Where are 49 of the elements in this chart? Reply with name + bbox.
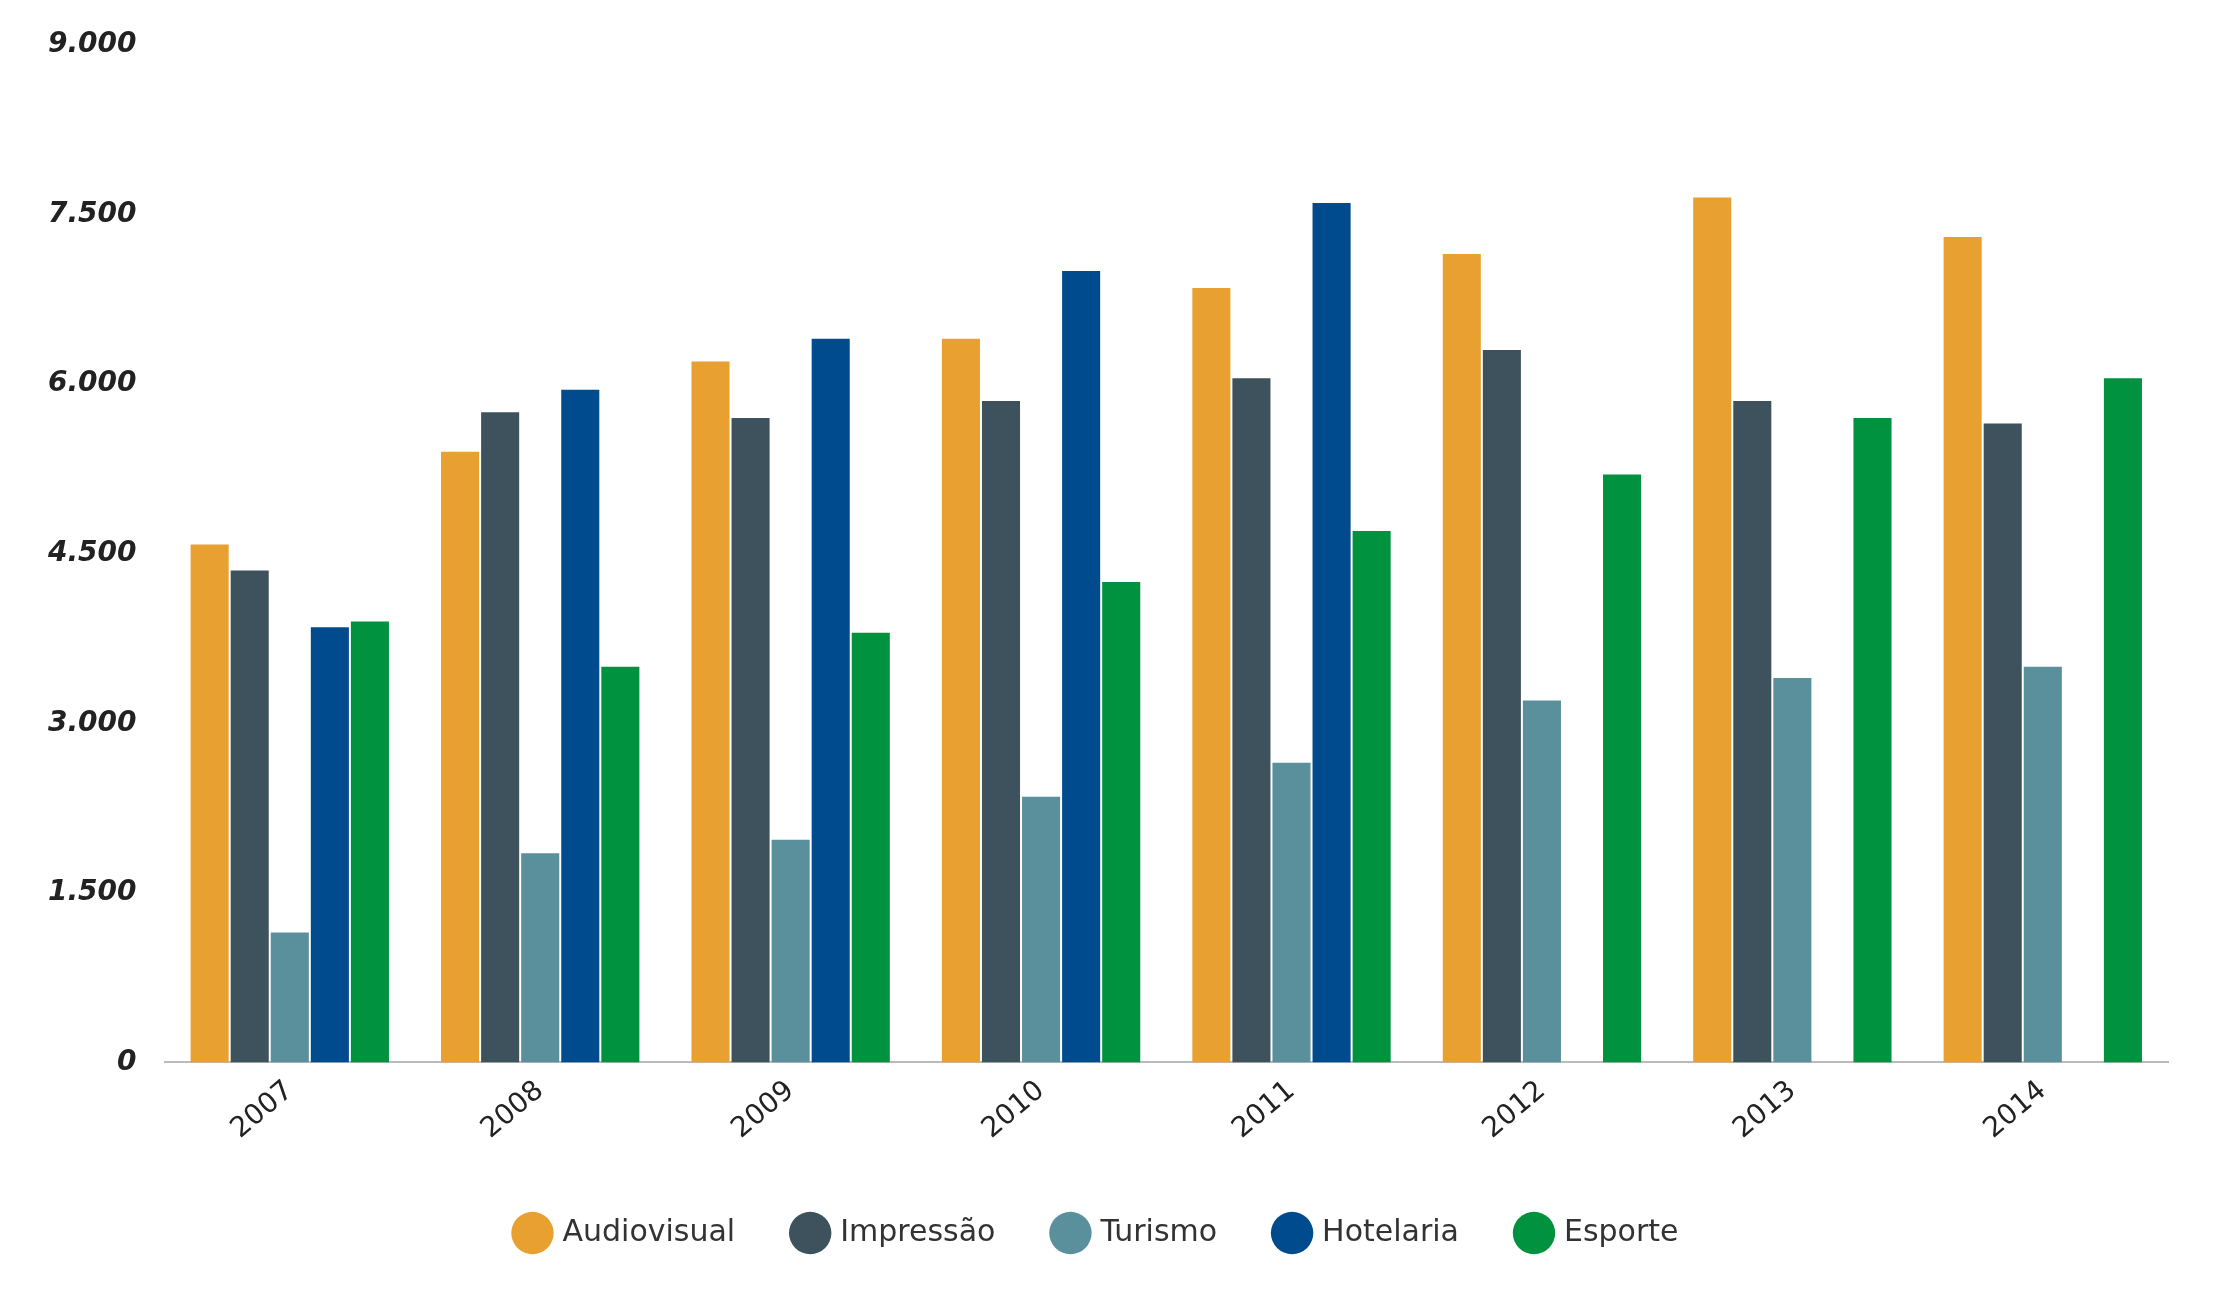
legend-label: Esporte	[1564, 1212, 1679, 1248]
legend-label: Impressão	[840, 1212, 996, 1248]
bar	[1352, 531, 1391, 1063]
bar	[1272, 762, 1311, 1063]
bar	[1693, 197, 1732, 1063]
bar	[2023, 666, 2062, 1063]
y-tick-label: 0	[117, 1043, 137, 1077]
y-tick-label: 4.500	[46, 534, 137, 568]
bar	[1733, 400, 1772, 1063]
bar	[481, 412, 520, 1063]
legend-label: Hotelaria	[1322, 1212, 1459, 1248]
y-tick-label: 7.500	[47, 195, 137, 229]
bar	[1022, 796, 1061, 1063]
legend-label: Audiovisual	[562, 1212, 736, 1248]
bar	[1603, 474, 1642, 1063]
bar	[811, 338, 850, 1063]
y-tick-label: 3.000	[47, 704, 137, 738]
bar	[1192, 287, 1231, 1063]
bar	[561, 389, 600, 1063]
bar	[310, 627, 349, 1063]
bar	[270, 932, 309, 1063]
bar	[230, 570, 269, 1063]
bar	[1983, 423, 2022, 1063]
bar	[851, 632, 890, 1063]
bar	[731, 417, 770, 1063]
bar	[771, 839, 810, 1063]
bar	[1482, 350, 1521, 1063]
bar	[1442, 253, 1481, 1063]
bar	[691, 361, 730, 1063]
bar	[1232, 378, 1271, 1063]
bar	[1943, 237, 1982, 1063]
bar	[1773, 678, 1812, 1063]
bar	[1312, 203, 1351, 1063]
y-tick-label: 9.000	[47, 26, 137, 60]
bar	[941, 338, 980, 1063]
legend-label: Turismo	[1099, 1212, 1218, 1248]
bar	[1062, 270, 1101, 1063]
bar	[441, 451, 480, 1063]
bar	[2103, 378, 2142, 1063]
bar	[190, 544, 229, 1063]
bar	[350, 621, 389, 1063]
bar	[1853, 417, 1892, 1063]
y-tick-label: 1.500	[47, 874, 137, 908]
y-tick-label: 6.000	[47, 365, 137, 399]
bar	[601, 666, 640, 1063]
bar	[1522, 700, 1561, 1063]
bar	[981, 400, 1021, 1063]
bar	[521, 853, 560, 1063]
bar	[1102, 581, 1141, 1063]
